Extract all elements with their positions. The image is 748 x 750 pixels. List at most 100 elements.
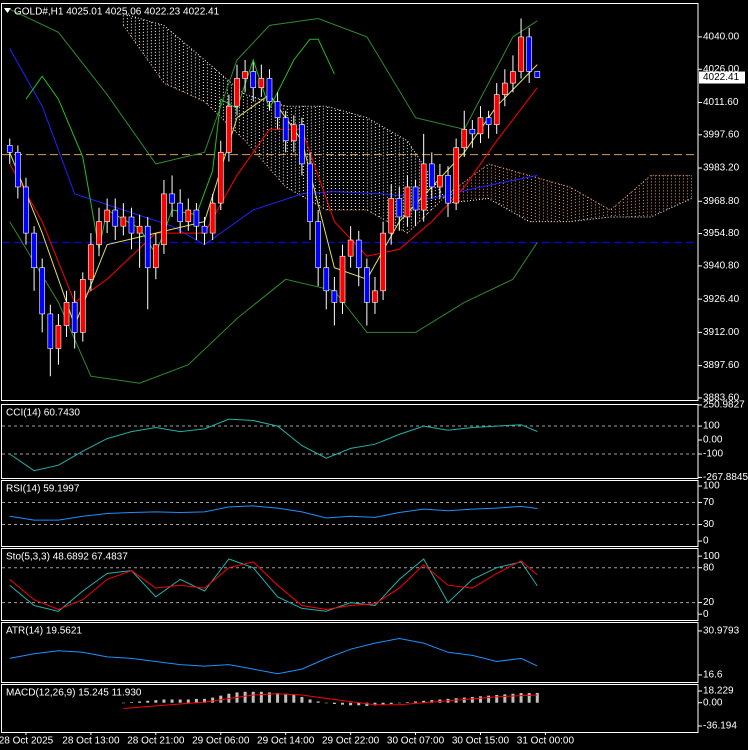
candle-body	[323, 267, 330, 292]
y-tick-label: 3997.60	[703, 129, 740, 140]
candle-body	[307, 163, 313, 222]
candle-body	[23, 186, 29, 234]
histogram-bar	[186, 699, 190, 703]
y-tick-label: 4026.00	[703, 64, 740, 75]
y-tick-label: 3940.80	[703, 261, 740, 272]
candle-body	[461, 128, 468, 149]
candle-body	[96, 221, 102, 245]
signal-line	[123, 693, 538, 709]
y-tick-label: -267.8845	[703, 472, 748, 483]
candle-body	[412, 186, 419, 211]
y-tick-label: 80	[703, 562, 715, 573]
y-tick-label: 3883.60	[703, 393, 740, 404]
y-tick-label: 70	[703, 497, 715, 508]
histogram-bar	[292, 695, 296, 703]
y-tick-label: 3897.60	[703, 360, 740, 371]
candle-body	[396, 198, 403, 218]
histogram-bar	[462, 697, 466, 703]
candle-body	[331, 290, 338, 303]
candle-body	[299, 124, 305, 165]
panel-plot	[2, 502, 698, 526]
indicator-line	[9, 560, 538, 611]
histogram-bar	[349, 702, 353, 706]
histogram-bar	[267, 692, 271, 703]
collapse-triangle	[4, 8, 11, 13]
y-tick-label: 4040.00	[703, 32, 740, 43]
indicator-line	[9, 505, 538, 521]
panel-plot	[2, 8, 698, 384]
indicator-line	[9, 418, 538, 472]
histogram-bar	[430, 700, 434, 703]
candle-body	[120, 216, 127, 227]
candle-body	[39, 267, 46, 315]
histogram-bar	[511, 693, 515, 703]
histogram-bar	[365, 702, 369, 706]
candle-body	[266, 78, 273, 102]
histogram-bar	[178, 699, 182, 703]
y-tick-label: 0.00	[703, 697, 723, 708]
candle-body	[128, 216, 135, 234]
candle-body	[234, 78, 240, 107]
candle-body	[112, 209, 119, 227]
panel-frame	[1, 404, 699, 479]
y-tick-label: -36.194	[703, 721, 737, 732]
histogram-bar	[389, 702, 393, 705]
candle-body	[217, 152, 224, 204]
x-tick-label: 28 Oct 13:00	[62, 736, 120, 747]
candle-body	[355, 239, 362, 269]
candle-body	[437, 175, 443, 188]
candle-body	[388, 198, 395, 234]
candle-body	[31, 232, 37, 269]
panel-plot	[121, 691, 539, 709]
histogram-bar	[495, 695, 499, 703]
candle-body	[242, 71, 248, 79]
y-tick-label: 0.00	[703, 435, 723, 446]
panel-plot	[2, 418, 698, 472]
candle-body	[364, 267, 370, 303]
y-tick-label: 3912.00	[703, 327, 740, 338]
y-tick-label: 0	[703, 609, 709, 620]
candle-body	[136, 225, 143, 234]
candle-body	[88, 244, 94, 280]
x-tick-label: 29 Oct 14:00	[257, 736, 315, 747]
y-tick-label: -100	[703, 449, 723, 460]
histogram-bar	[146, 700, 150, 703]
indicator-line	[9, 637, 538, 675]
x-tick-label: 29 Oct 22:00	[322, 736, 380, 747]
candle-body	[315, 221, 321, 269]
candle-body	[453, 147, 459, 204]
panel-title: ATR(14) 19.5621	[6, 626, 82, 637]
histogram-bar	[527, 693, 531, 703]
histogram-bar	[397, 702, 401, 704]
indicator-line	[9, 558, 538, 612]
candle-body	[526, 36, 532, 72]
y-tick-label: 100	[703, 481, 720, 492]
candle-body	[226, 105, 232, 153]
panel-title: RSI(14) 59.1997	[6, 484, 80, 495]
histogram-bar	[503, 694, 507, 703]
candle-body	[55, 325, 62, 349]
panel-title: Sto(5,3,3) 48.6892 67.4837	[6, 552, 128, 563]
histogram-bar	[276, 693, 280, 703]
histogram-bar	[332, 702, 336, 705]
histogram-bar	[381, 702, 385, 705]
panel-plot	[2, 558, 698, 612]
histogram-bar	[259, 691, 263, 703]
y-tick-label: 3954.80	[703, 228, 740, 239]
histogram-bar	[129, 702, 133, 703]
histogram-bar	[341, 702, 345, 705]
histogram-bar	[121, 702, 125, 704]
candle-body	[445, 175, 451, 204]
histogram-bar	[243, 691, 247, 703]
y-tick-label: 3968.80	[703, 196, 740, 207]
histogram-bar	[251, 691, 255, 703]
x-tick-label: 30 Oct 07:00	[387, 736, 445, 747]
histogram-bar	[535, 692, 539, 703]
indicator-line	[9, 221, 538, 384]
panel-plot	[9, 637, 538, 675]
histogram-bar	[519, 693, 523, 703]
candle-body	[161, 193, 167, 245]
candle-body	[380, 232, 386, 292]
histogram-bar	[194, 698, 198, 703]
